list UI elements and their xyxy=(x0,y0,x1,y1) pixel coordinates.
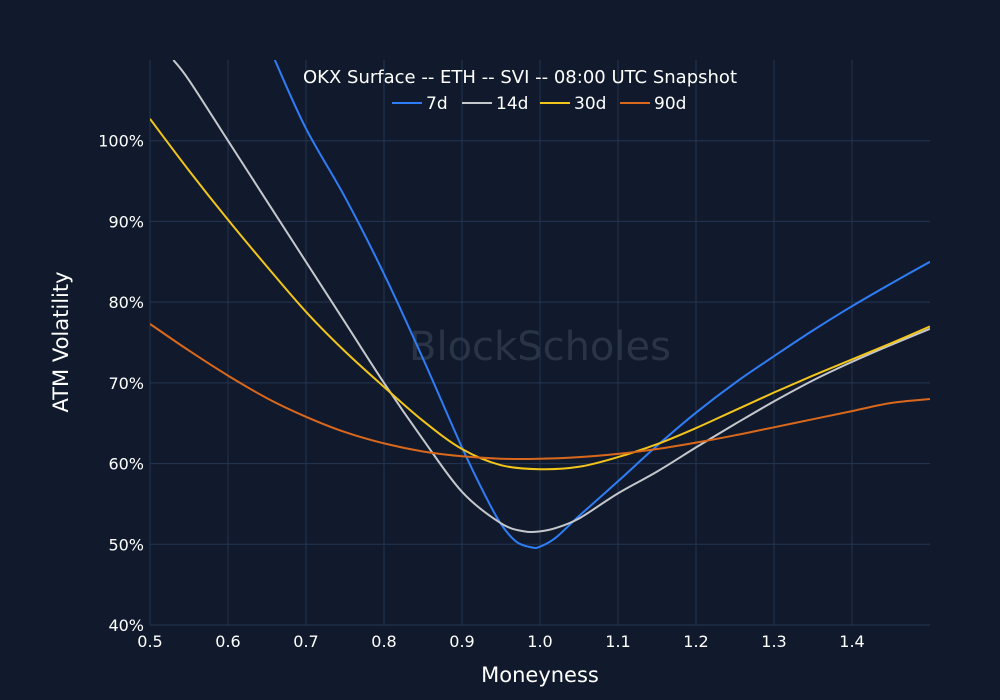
y-tick-label: 60% xyxy=(108,455,144,474)
x-tick-label: 0.5 xyxy=(137,632,162,651)
x-tick-label: 0.7 xyxy=(293,632,318,651)
y-tick-label: 50% xyxy=(108,535,144,554)
y-tick-label: 90% xyxy=(108,212,144,231)
legend-item-30d[interactable]: 30d xyxy=(540,94,606,114)
chart-title: OKX Surface -- ETH -- SVI -- 08:00 UTC S… xyxy=(303,67,737,88)
legend-label: 7d xyxy=(426,94,448,114)
x-tick-label: 0.9 xyxy=(449,632,474,651)
y-axis-title: ATM Volatility xyxy=(49,271,73,412)
y-tick-label: 70% xyxy=(108,374,144,393)
x-tick-label: 0.6 xyxy=(215,632,240,651)
series-line-30d xyxy=(150,118,930,471)
legend-label: 30d xyxy=(574,94,606,114)
x-tick-label: 1.3 xyxy=(761,632,786,651)
x-tick-label: 1.1 xyxy=(605,632,630,651)
x-axis-title: Moneyness xyxy=(481,663,599,687)
grid xyxy=(149,60,930,626)
series-line-90d xyxy=(150,323,930,460)
legend-item-7d[interactable]: 7d xyxy=(392,94,448,114)
legend-item-14d[interactable]: 14d xyxy=(462,94,528,114)
legend: 7d 14d 30d 90d xyxy=(392,94,686,114)
legend-label: 90d xyxy=(654,94,686,114)
y-tick-label: 100% xyxy=(98,132,144,151)
x-tick-label: 1.0 xyxy=(527,632,552,651)
x-tick-label: 1.2 xyxy=(683,632,708,651)
legend-item-90d[interactable]: 90d xyxy=(620,94,686,114)
y-tick-label: 80% xyxy=(108,293,144,312)
series-lines xyxy=(150,60,930,550)
y-tick-label: 40% xyxy=(108,616,144,635)
legend-label: 14d xyxy=(496,94,528,114)
x-tick-label: 1.4 xyxy=(839,632,864,651)
x-tick-label: 0.8 xyxy=(371,632,396,651)
series-line-7d xyxy=(273,60,930,550)
series-line-14d xyxy=(172,60,930,534)
tick-labels: 0.5 0.6 0.7 0.8 0.9 1.0 1.1 1.2 1.3 1.4 40% 50% 60% 7… xyxy=(98,132,864,651)
